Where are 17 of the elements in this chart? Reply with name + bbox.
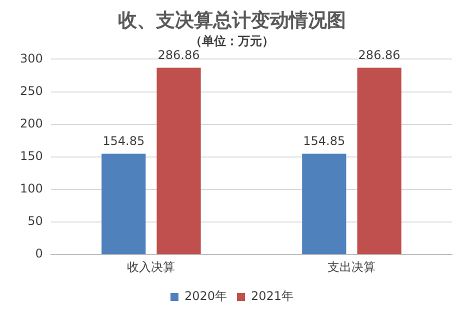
y-tick-label: 200 <box>20 116 43 130</box>
data-label: 286.86 <box>158 48 200 62</box>
chart-title: 收、支决算总计变动情况图 <box>118 9 346 32</box>
y-tick-label: 50 <box>28 214 43 228</box>
legend-label: 2021年 <box>251 289 294 304</box>
y-tick-label: 150 <box>20 149 43 164</box>
y-tick-label: 250 <box>20 84 43 98</box>
data-label: 286.86 <box>358 48 400 62</box>
legend-label: 2020年 <box>184 289 228 304</box>
y-tick-label: 0 <box>35 246 43 261</box>
y-tick-label: 300 <box>20 51 43 66</box>
x-tick-label: 收入决算 <box>127 260 176 274</box>
chart-subtitle: （单位：万元） <box>190 34 274 48</box>
data-label: 154.85 <box>303 134 346 148</box>
x-tick-label: 支出决算 <box>328 260 376 274</box>
y-tick-label: 100 <box>20 182 43 196</box>
data-label: 154.85 <box>102 134 145 148</box>
